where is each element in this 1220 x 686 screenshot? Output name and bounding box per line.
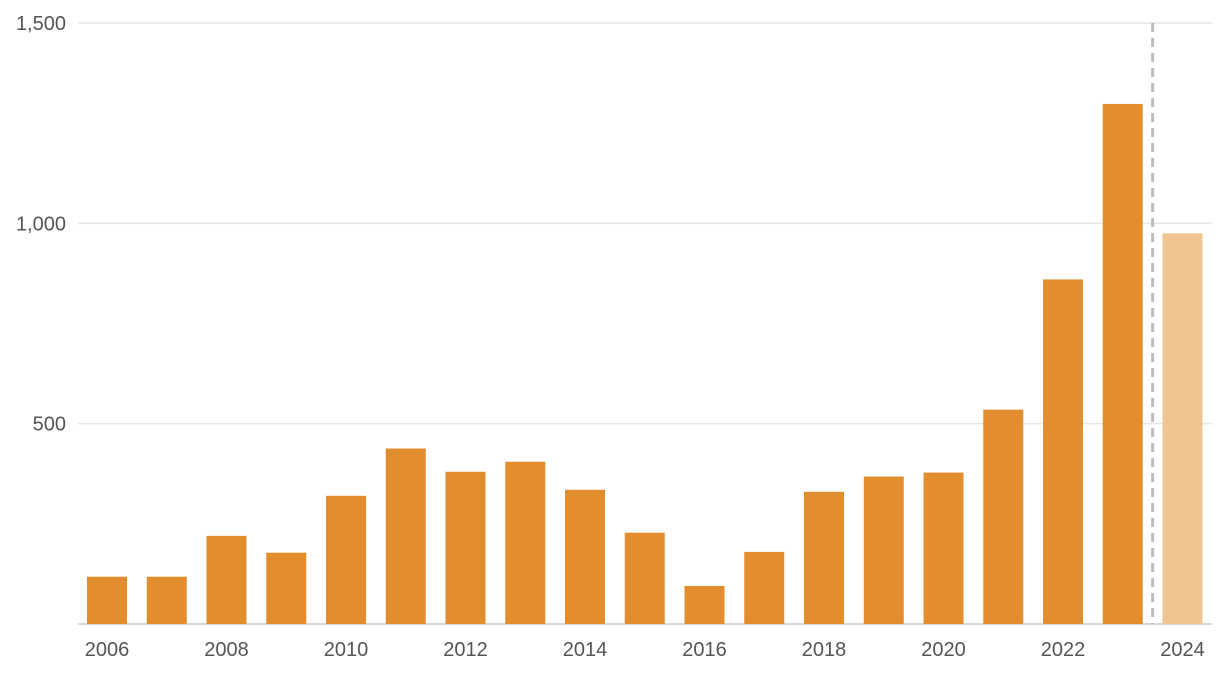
x-tick-label: 2008 xyxy=(204,639,249,661)
bar-2022 xyxy=(1043,279,1083,624)
y-axis-labels: 500 1,000 1,500 xyxy=(16,13,66,436)
bar-2011 xyxy=(385,448,426,624)
bar-2009 xyxy=(266,552,307,624)
x-tick-label: 2024 xyxy=(1160,639,1205,661)
x-axis-labels: 2006 2008 2010 2012 2014 2016 2018 2020 2022 2024 xyxy=(85,639,1205,661)
bar-2007 xyxy=(146,576,187,624)
bar-2010 xyxy=(326,495,366,624)
y-tick-label: 1,500 xyxy=(16,13,66,35)
bar-2015 xyxy=(624,532,665,624)
bar-2013 xyxy=(505,461,546,624)
bar-2012 xyxy=(445,471,486,624)
bar-2016 xyxy=(684,585,725,624)
y-tick-label: 500 xyxy=(33,414,66,436)
bar-2019 xyxy=(863,476,904,624)
bar-2021 xyxy=(983,409,1024,624)
bars xyxy=(87,23,1203,624)
bar-2014 xyxy=(565,489,605,624)
bar-2006 xyxy=(87,576,127,624)
bar-2023 xyxy=(1102,103,1143,624)
bar-2017 xyxy=(744,551,785,624)
x-tick-label: 2020 xyxy=(921,639,966,661)
bar-2018 xyxy=(804,491,844,624)
x-tick-label: 2012 xyxy=(443,639,488,661)
x-tick-label: 2018 xyxy=(802,639,847,661)
bar-2024 xyxy=(1162,233,1203,624)
x-tick-label: 2006 xyxy=(85,639,130,661)
x-tick-label: 2010 xyxy=(324,639,369,661)
bar-2020 xyxy=(923,472,964,624)
x-tick-label: 2016 xyxy=(682,639,727,661)
x-tick-label: 2014 xyxy=(563,639,608,661)
x-tick-label: 2022 xyxy=(1041,639,1086,661)
y-tick-label: 1,000 xyxy=(16,213,66,235)
bar-2008 xyxy=(206,535,247,624)
